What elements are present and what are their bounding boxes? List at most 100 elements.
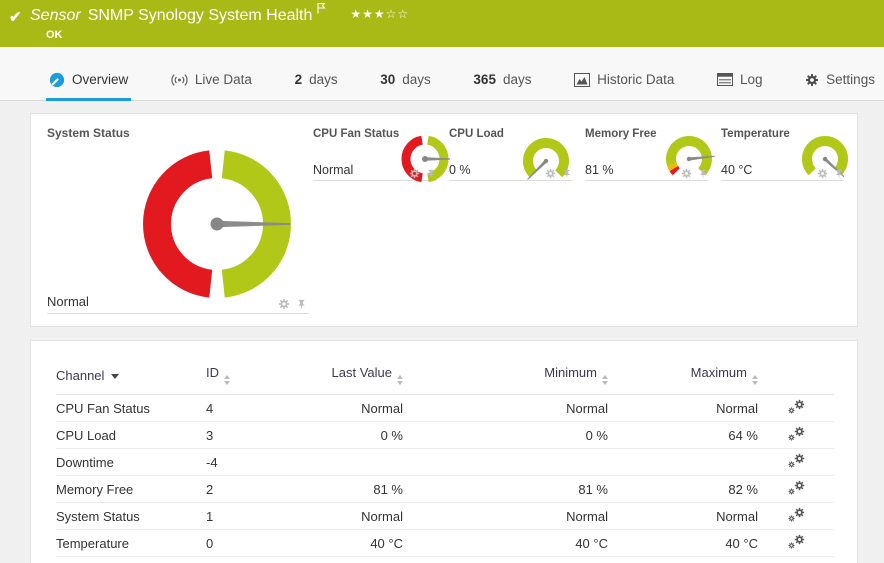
table-row[interactable]: System Status 1 Normal Normal Normal	[56, 502, 834, 530]
gauge-title: Memory Free	[585, 128, 657, 140]
cell-minimum: Normal	[403, 394, 608, 422]
cell-id: 1	[206, 502, 291, 530]
column-header-last-value[interactable]: Last Value	[291, 363, 403, 395]
gauge-gear-icon[interactable]	[409, 168, 420, 179]
cell-maximum: 64 %	[608, 421, 758, 449]
column-header-maximum[interactable]: Maximum	[608, 363, 758, 395]
cell-maximum: Normal	[608, 394, 758, 422]
small-gauges-row: CPU Fan Status Normal CPU Load	[313, 128, 857, 183]
object-kind-label: Sensor	[30, 7, 81, 24]
gauge-pin-icon[interactable]	[426, 169, 436, 179]
sort-icon	[752, 375, 758, 385]
gear-icon	[805, 73, 819, 87]
cell-maximum	[608, 448, 758, 476]
cell-minimum: 81 %	[403, 475, 608, 503]
tab-live-data[interactable]: Live Data	[168, 61, 255, 101]
channel-settings-icon[interactable]	[788, 507, 805, 522]
cell-channel: Memory Free	[56, 475, 206, 503]
cell-maximum: 40 °C	[608, 529, 758, 557]
gauge-pin-icon[interactable]	[834, 169, 844, 179]
cell-maximum: Normal	[608, 502, 758, 530]
cell-id: 4	[206, 394, 291, 422]
cell-maximum: 82 %	[608, 475, 758, 503]
channel-settings-icon[interactable]	[788, 534, 805, 549]
gauge-pin-icon[interactable]	[562, 169, 572, 179]
broadcast-icon	[171, 73, 188, 86]
table-row[interactable]: Downtime -4	[56, 448, 834, 476]
tab-overview[interactable]: Overview	[46, 61, 132, 101]
channel-settings-icon[interactable]	[788, 399, 805, 414]
cell-minimum: 0 %	[403, 421, 608, 449]
cell-id: -4	[206, 448, 291, 476]
sort-icon	[602, 375, 608, 385]
cell-minimum: Normal	[403, 502, 608, 530]
cell-channel: Downtime	[56, 448, 206, 476]
tab-historic-data[interactable]: Historic Data	[571, 61, 677, 101]
priority-flag-icon[interactable]	[317, 1, 327, 19]
area-chart-icon	[574, 72, 591, 87]
gauge-temperature: Temperature 40 °C	[721, 128, 848, 181]
gauges-panel: System Status Normal CPU Fan Status	[30, 113, 858, 327]
tab-log[interactable]: Log	[714, 61, 766, 101]
column-header-minimum[interactable]: Minimum	[403, 363, 608, 395]
memory-free-arc-gauge	[666, 136, 715, 176]
check-icon: ✔	[9, 9, 22, 26]
channel-settings-icon[interactable]	[788, 480, 805, 495]
tab-bar: Overview Live Data 2 days 30 days 365 da…	[0, 47, 884, 101]
gauge-system-status: System Status Normal	[47, 126, 309, 314]
gauge-value: 0 %	[449, 163, 471, 177]
cell-last-value: 0 %	[291, 421, 403, 449]
gauge-title: CPU Load	[449, 128, 504, 140]
cell-last-value: 81 %	[291, 475, 403, 503]
gauge-title: System Status	[47, 126, 130, 140]
cell-last-value	[291, 448, 403, 476]
column-header-channel[interactable]: Channel	[56, 363, 206, 395]
sort-icon	[224, 375, 230, 385]
gauge-value: 81 %	[585, 163, 614, 177]
sort-desc-icon	[111, 373, 120, 379]
table-row[interactable]: CPU Load 3 0 % 0 % 64 %	[56, 421, 834, 449]
gauge-title: CPU Fan Status	[313, 128, 400, 140]
table-header-row: Channel ID Last Value Minimum Maximum	[56, 363, 834, 395]
cell-id: 3	[206, 421, 291, 449]
gauge-gear-icon[interactable]	[278, 298, 290, 310]
tab-2-days[interactable]: 2 days	[294, 72, 338, 87]
cell-channel: CPU Fan Status	[56, 394, 206, 422]
log-list-icon	[717, 73, 734, 86]
column-header-actions	[758, 363, 834, 395]
table-row[interactable]: Temperature 0 40 °C 40 °C 40 °C	[56, 529, 834, 557]
gauge-value: 40 °C	[721, 163, 753, 177]
gauge-icon	[49, 72, 65, 87]
gauge-cpu-load: CPU Load 0 %	[449, 128, 572, 181]
channels-table: Channel ID Last Value Minimum Maximum CP…	[56, 363, 834, 557]
column-header-id[interactable]: ID	[206, 363, 291, 395]
table-row[interactable]: CPU Fan Status 4 Normal Normal Normal	[56, 394, 834, 422]
gauge-gear-icon[interactable]	[681, 168, 692, 179]
cell-id: 0	[206, 529, 291, 557]
tab-365-days[interactable]: 365 days	[473, 72, 532, 87]
cell-channel: Temperature	[56, 529, 206, 557]
gauge-value: Normal	[47, 294, 89, 309]
cpu-load-arc-gauge	[523, 138, 569, 180]
gauge-gear-icon[interactable]	[817, 168, 828, 179]
gauge-pin-icon[interactable]	[698, 169, 708, 179]
gauge-pin-icon[interactable]	[296, 299, 307, 310]
tab-30-days[interactable]: 30 days	[380, 72, 431, 87]
gauge-memory-free: Memory Free 81 %	[585, 128, 715, 181]
tab-settings[interactable]: Settings	[802, 61, 878, 101]
cell-channel: System Status	[56, 502, 206, 530]
gauge-needle	[527, 158, 549, 180]
cell-last-value: Normal	[291, 502, 403, 530]
channel-settings-icon[interactable]	[788, 453, 805, 468]
channel-settings-icon[interactable]	[788, 426, 805, 441]
table-row[interactable]: Memory Free 2 81 % 81 % 82 %	[56, 475, 834, 503]
cell-id: 2	[206, 475, 291, 503]
channels-panel: Channel ID Last Value Minimum Maximum CP…	[30, 340, 858, 563]
gauge-title: Temperature	[721, 128, 790, 140]
priority-stars[interactable]: ★★★☆☆	[350, 7, 410, 21]
system-status-donut-gauge	[143, 150, 291, 298]
status-badge: OK	[46, 29, 63, 41]
overview-content: System Status Normal CPU Fan Status	[0, 101, 884, 563]
gauge-cpu-fan-status: CPU Fan Status Normal	[313, 128, 450, 183]
gauge-gear-icon[interactable]	[545, 168, 556, 179]
